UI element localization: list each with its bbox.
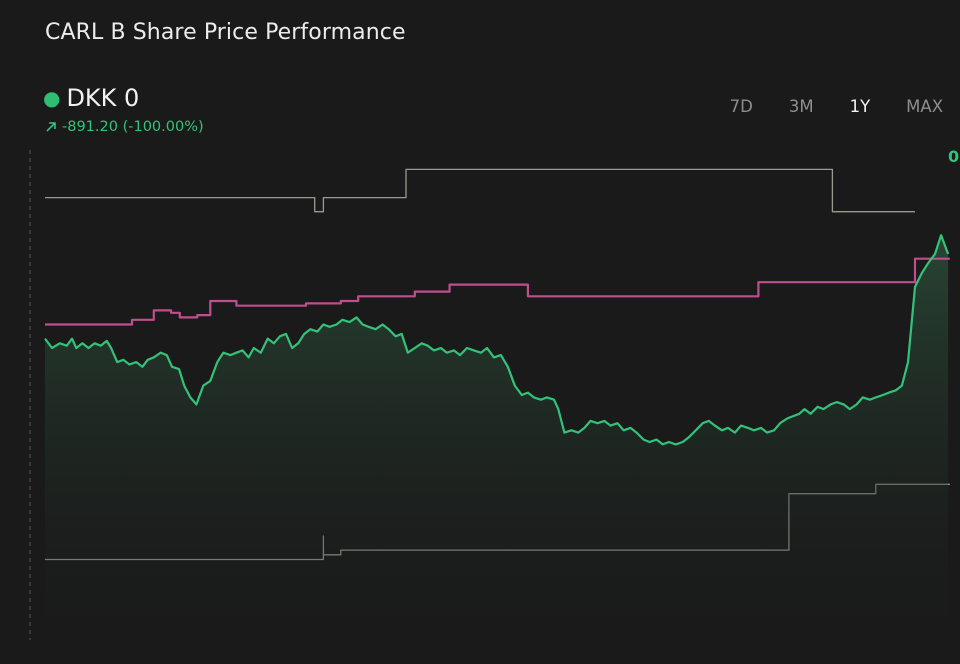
status-dot-icon: ● [43,86,61,110]
price-change-text: -891.20 (-100.00%) [62,119,204,135]
price-tag: 0 [948,147,960,166]
tab-7d[interactable]: 7D [729,97,753,116]
price-area-fill [45,235,949,650]
tab-3m[interactable]: 3M [788,97,814,116]
series-upper-band [45,168,915,213]
tab-1y[interactable]: 1Y [849,97,871,116]
current-price: ● DKK 0 [43,84,139,112]
price-change: -891.20 (-100.00%) [45,119,204,135]
page-title: CARL B Share Price Performance [45,20,406,45]
price-value: DKK 0 [66,84,140,112]
tab-max[interactable]: MAX [906,97,943,116]
series-pink-line [45,257,950,326]
arrow-up-right-icon [46,122,56,132]
series-price [44,234,950,446]
range-tabs: 7D 3M 1Y MAX [694,97,943,116]
